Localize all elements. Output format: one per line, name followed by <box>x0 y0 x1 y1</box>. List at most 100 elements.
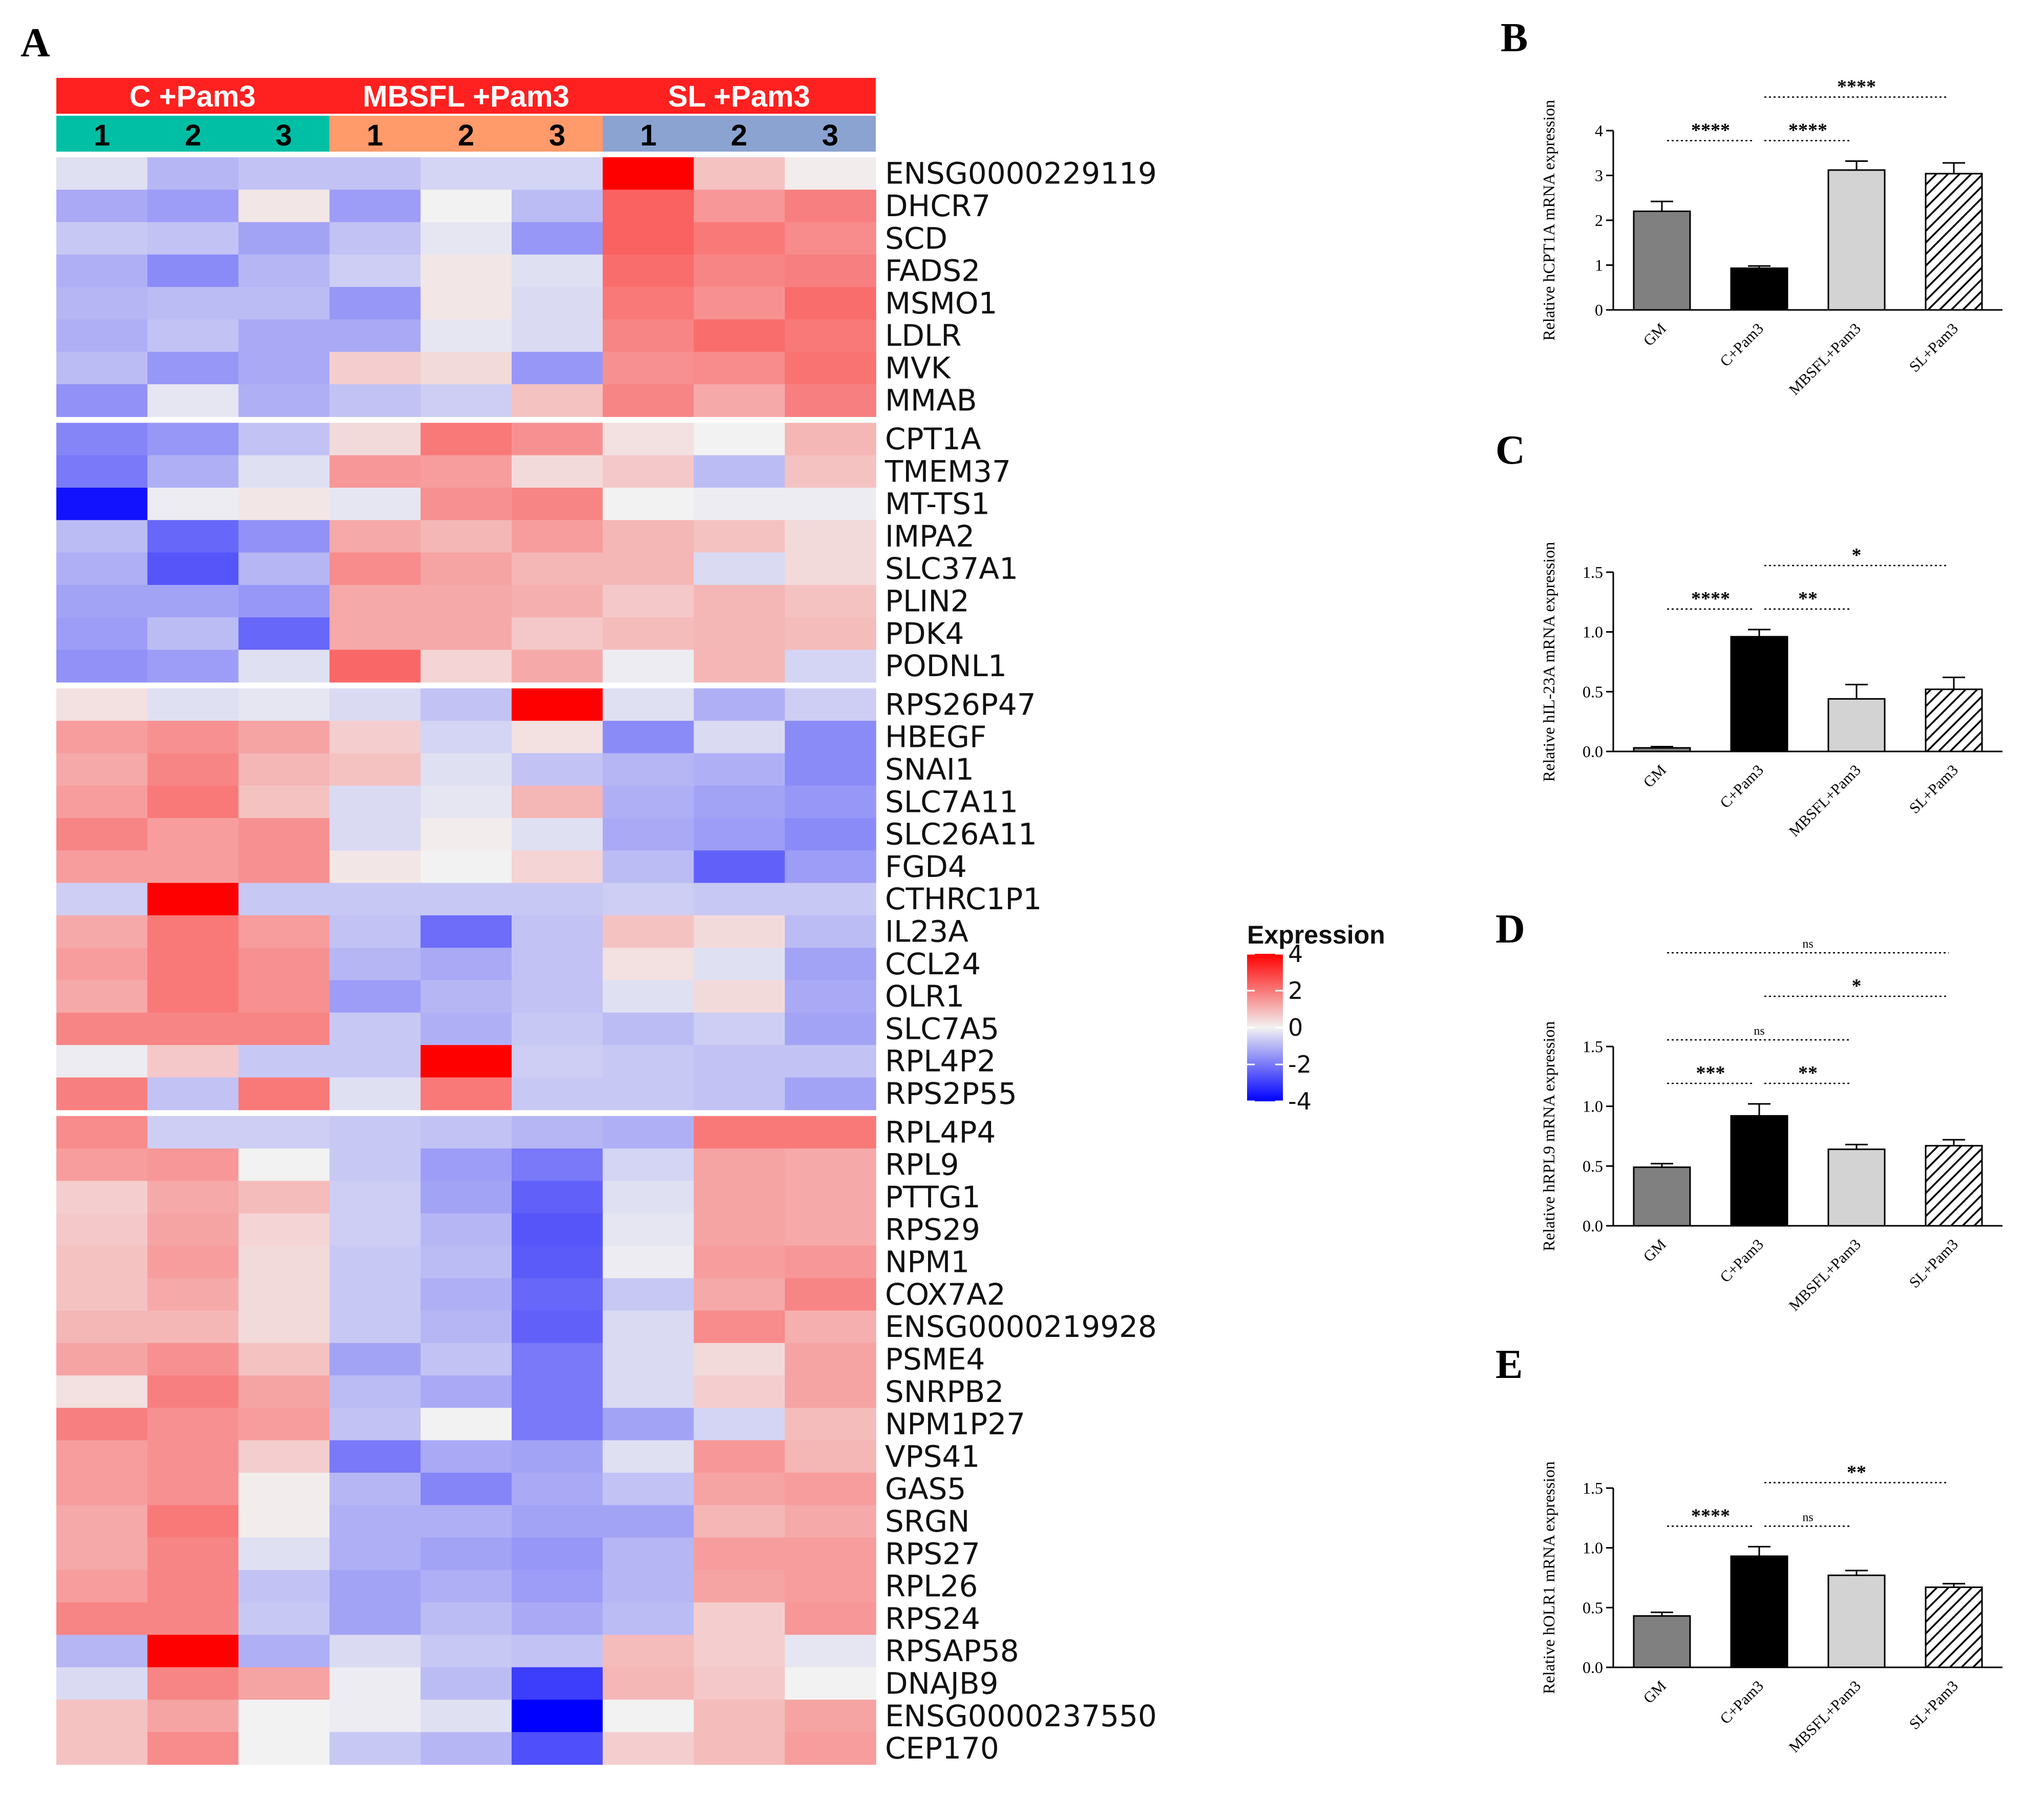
heatmap-cell <box>785 850 876 884</box>
heatmap-cell <box>693 1732 785 1765</box>
group-header-bar <box>56 78 876 114</box>
heatmap-cell <box>147 617 239 651</box>
heatmap-cell <box>785 351 876 385</box>
heatmap-cell <box>512 488 603 520</box>
gene-label: SLC7A11 <box>885 784 1018 819</box>
heatmap-cell <box>420 1343 512 1376</box>
heatmap-cell <box>238 1213 330 1246</box>
gene-label: MT-TS1 <box>885 487 990 521</box>
heatmap-cell <box>329 552 421 585</box>
heatmap-cell <box>693 287 785 320</box>
heatmap-cell <box>420 1116 512 1149</box>
heatmap-cell <box>147 1375 239 1408</box>
heatmap-group-header: C +Pam3 MBSFL +Pam3 SL +Pam3 <box>56 78 876 114</box>
heatmap-cell <box>693 1343 785 1376</box>
category-label: C+Pam3 <box>1717 320 1767 370</box>
heatmap-cell <box>56 351 148 385</box>
replicate-label: 3 <box>276 119 292 152</box>
heatmap-cell <box>602 1505 694 1538</box>
heatmap-cell <box>693 617 785 651</box>
heatmap-cell <box>238 1148 330 1181</box>
heatmap-cell <box>602 287 694 320</box>
heatmap-cell <box>785 222 876 255</box>
heatmap-cell <box>420 520 512 553</box>
heatmap-cell <box>512 1375 603 1408</box>
heatmap-cell <box>693 1116 785 1149</box>
heatmap-cell <box>512 883 603 916</box>
heatmap-cell <box>602 222 694 255</box>
heatmap-cell <box>693 1278 785 1311</box>
heatmap-cell <box>785 1278 876 1311</box>
heatmap-cell <box>602 1700 694 1732</box>
gene-label: SLC26A11 <box>885 817 1037 852</box>
bar <box>1633 1166 1691 1227</box>
heatmap-cell <box>785 1732 876 1765</box>
gene-label: RPL4P4 <box>885 1115 996 1149</box>
heatmap-cell <box>147 351 239 385</box>
heatmap-cell <box>785 1077 876 1111</box>
bar <box>1827 1148 1886 1227</box>
y-tick-label: 0.5 <box>1583 1157 1603 1175</box>
heatmap-cell <box>147 1635 239 1668</box>
heatmap-cell <box>602 1310 694 1344</box>
heatmap-cell <box>693 1667 785 1700</box>
heatmap-cell <box>329 1343 421 1376</box>
heatmap-cell <box>238 552 330 585</box>
bar <box>1730 267 1788 311</box>
gene-label: CEP170 <box>885 1731 999 1766</box>
category-label: SL+Pam3 <box>1906 762 1962 817</box>
heatmap-cell <box>329 287 421 320</box>
y-tick-label: 0.0 <box>1583 1217 1603 1235</box>
heatmap-cell <box>420 753 512 786</box>
gene-label: PODNL1 <box>885 648 1007 683</box>
heatmap-cell <box>420 552 512 585</box>
heatmap-cell <box>420 1181 512 1214</box>
heatmap-cell <box>420 1278 512 1311</box>
heatmap-cell <box>512 1116 603 1149</box>
heatmap-cell <box>147 948 239 981</box>
heatmap-cell <box>512 721 603 754</box>
heatmap-cell <box>602 488 694 520</box>
heatmap-cell <box>56 1732 148 1765</box>
heatmap-cell <box>147 1473 239 1505</box>
heatmap-cell <box>785 753 876 786</box>
heatmap-cell <box>785 617 876 651</box>
heatmap-cell <box>420 1440 512 1473</box>
heatmap-cell <box>512 190 603 223</box>
heatmap-cell <box>693 488 785 520</box>
heatmap-cell <box>56 1505 148 1538</box>
gene-label: RPSAP58 <box>885 1634 1019 1668</box>
heatmap-cell <box>693 584 785 618</box>
heatmap-cell <box>56 1245 148 1279</box>
heatmap-cell <box>785 948 876 981</box>
heatmap-cell <box>238 1700 330 1732</box>
gene-label: SNAI1 <box>885 752 974 787</box>
heatmap-cell <box>420 1012 512 1045</box>
heatmap-cell <box>147 1700 239 1732</box>
category-label: SL+Pam3 <box>1906 1236 1962 1291</box>
heatmap-cell <box>693 721 785 754</box>
panel-label-e: E <box>1495 1342 1523 1387</box>
panel-label-a: A <box>20 20 50 66</box>
y-axis-label: Relative hIL-23A mRNA expression <box>1540 542 1558 782</box>
bar <box>1827 698 1886 752</box>
bar <box>1633 1615 1691 1668</box>
heatmap-cell <box>512 915 603 948</box>
heatmap-cell <box>56 1700 148 1732</box>
heatmap-cell <box>56 980 148 1013</box>
heatmap-cell <box>693 785 785 819</box>
heatmap-cell <box>693 1181 785 1214</box>
heatmap-cell <box>238 818 330 851</box>
gene-label: FADS2 <box>885 254 980 288</box>
gene-label: HBEGF <box>885 720 986 755</box>
legend-tick-label: -4 <box>1288 1087 1312 1115</box>
heatmap-cell <box>329 850 421 884</box>
heatmap-cell <box>512 1181 603 1214</box>
group-label-sl-pam3: SL +Pam3 <box>668 80 810 113</box>
heatmap-cell <box>602 1375 694 1408</box>
heatmap-cell <box>238 455 330 488</box>
gene-label: DHCR7 <box>885 189 990 223</box>
heatmap-cell <box>329 423 421 456</box>
heatmap-cell <box>238 584 330 618</box>
significance-label: ** <box>1798 588 1818 610</box>
